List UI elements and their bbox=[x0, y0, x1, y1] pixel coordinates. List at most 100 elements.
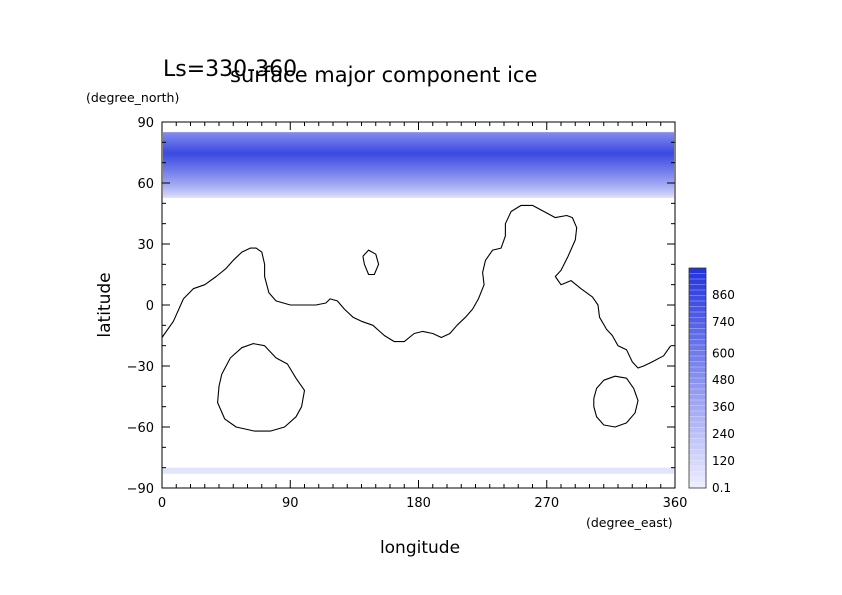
y-tick-label: 0 bbox=[146, 299, 154, 314]
x-tick-label: 360 bbox=[663, 496, 688, 511]
colorbar-segment bbox=[689, 367, 706, 373]
ice-band-north bbox=[163, 157, 674, 160]
colorbar-segment bbox=[689, 350, 706, 357]
axis-ticks: 0 90 180 270 360 90 60 30 0 −30 −60 −90 bbox=[127, 116, 688, 511]
ice-band-north bbox=[163, 141, 674, 144]
colorbar-segment bbox=[689, 400, 706, 406]
ice-band-north bbox=[163, 159, 674, 162]
ice-band-north bbox=[163, 195, 674, 198]
ice-band-north bbox=[163, 133, 674, 137]
ice-band-north bbox=[163, 162, 674, 166]
colorbar-label: 600 bbox=[712, 346, 735, 360]
ice-band-north bbox=[163, 184, 674, 187]
colorbar-segment bbox=[689, 383, 706, 390]
colorbar-segment bbox=[689, 444, 706, 450]
colorbar-segment bbox=[689, 411, 706, 417]
y-unit-label: (degree_north) bbox=[86, 90, 179, 105]
y-axis-title: latitude bbox=[95, 272, 115, 337]
colorbar-label: 360 bbox=[712, 400, 735, 414]
colorbar-label: 240 bbox=[712, 427, 735, 441]
colorbar-label: 480 bbox=[712, 373, 735, 387]
ice-band-north bbox=[163, 175, 674, 178]
colorbar-segment bbox=[689, 279, 706, 285]
ice-band-north bbox=[163, 144, 674, 148]
y-tick-label: 30 bbox=[137, 238, 154, 253]
x-axis-title: longitude bbox=[380, 538, 460, 558]
colorbar-segment bbox=[689, 290, 706, 296]
colorbar-segment bbox=[689, 334, 706, 340]
colorbar-segment bbox=[689, 455, 706, 461]
colorbar-segment bbox=[689, 312, 706, 318]
ice-band-north bbox=[163, 152, 674, 155]
x-tick-label: 90 bbox=[282, 496, 299, 511]
x-tick-label: 180 bbox=[406, 496, 431, 511]
coastline-crater-east bbox=[593, 375, 639, 428]
colorbar-label: 120 bbox=[712, 454, 735, 468]
ice-band-north bbox=[163, 139, 674, 142]
colorbar-segment bbox=[689, 405, 706, 412]
coastline-continent bbox=[162, 204, 672, 369]
colorbar-segment bbox=[689, 389, 706, 395]
colorbar-segment bbox=[689, 427, 706, 434]
ice-band-north bbox=[163, 143, 674, 146]
ice-band-north bbox=[163, 155, 674, 159]
colorbar-segment bbox=[689, 301, 706, 307]
ice-band-north bbox=[163, 173, 674, 177]
colorbar-segment bbox=[689, 471, 706, 478]
y-tick-label: −60 bbox=[127, 421, 154, 436]
colorbar-label: 740 bbox=[712, 315, 735, 329]
colorbar-segment bbox=[689, 422, 706, 428]
colorbar-segment bbox=[689, 449, 706, 456]
ice-band-north bbox=[163, 132, 674, 135]
colorbar-segment bbox=[689, 328, 706, 335]
colorbar-segment bbox=[689, 433, 706, 439]
coastline-layer bbox=[162, 204, 672, 432]
ice-band-north bbox=[163, 148, 674, 151]
colorbar-segment bbox=[689, 273, 706, 280]
ice-band-north bbox=[163, 170, 674, 173]
x-tick-label: 0 bbox=[158, 496, 166, 511]
colorbar-segment bbox=[689, 460, 706, 467]
chart-subtitle: Ls=330-360 bbox=[163, 57, 297, 82]
colorbar-segment bbox=[689, 482, 706, 489]
y-tick-label: 60 bbox=[137, 177, 154, 192]
colorbar-segment bbox=[689, 306, 706, 313]
ice-band-north bbox=[163, 146, 674, 150]
ice-band-north bbox=[163, 193, 674, 197]
ice-band-north bbox=[163, 135, 674, 139]
colorbar-segment bbox=[689, 268, 706, 274]
colorbar-segment bbox=[689, 317, 706, 324]
colorbar-label: 860 bbox=[712, 288, 735, 302]
colorbar-segment bbox=[689, 361, 706, 368]
ice-band-north bbox=[163, 164, 674, 168]
colorbar-segment bbox=[689, 477, 706, 483]
coastline-crater-west bbox=[217, 343, 306, 432]
y-tick-label: 90 bbox=[137, 116, 154, 131]
colorbar-frame bbox=[688, 267, 707, 489]
colorbar-label: 0.1 bbox=[712, 481, 731, 495]
colorbar-segment bbox=[689, 378, 706, 384]
colorbar-segment bbox=[689, 345, 706, 351]
colorbar-segment bbox=[689, 356, 706, 362]
ice-band-north bbox=[163, 177, 674, 180]
colorbar-segment bbox=[689, 339, 706, 346]
x-unit-label: (degree_east) bbox=[586, 515, 673, 530]
ice-band-north bbox=[163, 188, 674, 191]
colorbar-segment bbox=[689, 394, 706, 401]
chart-title: surface major component ice bbox=[230, 63, 537, 87]
colorbar-segment bbox=[689, 295, 706, 302]
colorbar-segment bbox=[689, 466, 706, 472]
colorbar-segment bbox=[689, 416, 706, 423]
x-tick-label: 270 bbox=[534, 496, 559, 511]
ice-field bbox=[163, 132, 674, 474]
colorbar: 0.1 120 240 360 480 600 740 860 bbox=[688, 267, 735, 495]
ice-band-north bbox=[163, 179, 674, 182]
ice-band-north bbox=[163, 153, 674, 157]
ice-band-north bbox=[163, 137, 674, 140]
colorbar-segment bbox=[689, 372, 706, 379]
ice-band-north bbox=[163, 161, 674, 164]
y-tick-label: −30 bbox=[127, 360, 154, 375]
coastline-island bbox=[362, 249, 380, 276]
colorbar-segment bbox=[689, 284, 706, 291]
